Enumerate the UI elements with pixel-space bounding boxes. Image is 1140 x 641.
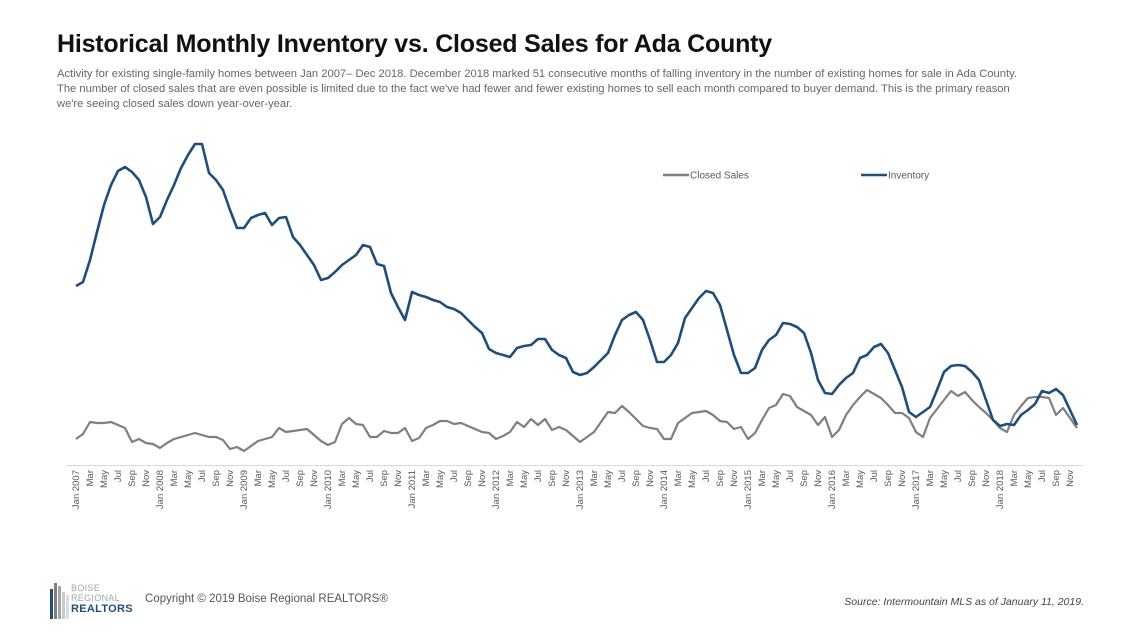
logo-text: REGIONAL: [71, 593, 120, 603]
x-tick-label: Mar: [85, 470, 96, 486]
x-tick-label: May: [351, 470, 362, 488]
x-tick-label: May: [687, 470, 698, 488]
x-tick-label: Mar: [673, 470, 684, 486]
x-tick-label: Jan 2009: [239, 470, 250, 509]
x-tick-label: May: [771, 470, 782, 488]
x-tick-label: Mar: [841, 470, 852, 486]
x-tick-label: Nov: [897, 470, 908, 487]
x-tick-label: May: [519, 470, 530, 488]
x-tick-label: Jul: [953, 470, 964, 482]
description-line: The number of closed sales that are even…: [57, 83, 1010, 95]
x-tick-label: Jan 2012: [491, 470, 502, 509]
x-tick-label: Sep: [1051, 470, 1062, 487]
x-tick-label: Sep: [547, 470, 558, 487]
legend-label-inventory: Inventory: [888, 171, 929, 182]
x-tick-label: May: [267, 470, 278, 488]
x-tick-label: Jul: [785, 470, 796, 482]
x-tick-label: Jan 2010: [323, 470, 334, 509]
x-tick-label: Jul: [869, 470, 880, 482]
x-tick-label: Jul: [1037, 470, 1048, 482]
description-line: we're seeing closed sales down year-over…: [57, 98, 293, 110]
x-tick-label: Nov: [645, 470, 656, 487]
x-tick-label: May: [603, 470, 614, 488]
x-tick-label: Sep: [715, 470, 726, 487]
x-tick-label: Mar: [169, 470, 180, 486]
x-tick-label: Sep: [295, 470, 306, 487]
x-tick-label: Sep: [463, 470, 474, 487]
legend-label-closed-sales: Closed Sales: [690, 171, 749, 182]
x-tick-label: Mar: [337, 470, 348, 486]
x-tick-label: Sep: [799, 470, 810, 487]
x-tick-label: May: [1023, 470, 1034, 488]
x-tick-label: Nov: [477, 470, 488, 487]
x-tick-label: Jan 2008: [155, 470, 166, 509]
x-tick-label: Mar: [421, 470, 432, 486]
x-tick-label: May: [435, 470, 446, 488]
x-tick-label: Jul: [365, 470, 376, 482]
x-tick-label: Jul: [449, 470, 460, 482]
x-tick-label: Nov: [729, 470, 740, 487]
x-tick-label: Mar: [589, 470, 600, 486]
series-lines: [75, 142, 1079, 453]
x-tick-label: Jan 2018: [995, 470, 1006, 509]
x-tick-label: Nov: [393, 470, 404, 487]
logo-text: REALTORS: [71, 603, 133, 615]
x-axis-ticks: Jan 2007 Mar May Jul Sep Nov Jan 2008 Mar May Jul…: [71, 470, 1076, 509]
x-tick-label: Mar: [253, 470, 264, 486]
x-tick-label: Jan 2013: [575, 470, 586, 509]
x-tick-label: Nov: [981, 470, 992, 487]
x-tick-label: Jan 2007: [71, 470, 82, 509]
series-line-closed-sales: [75, 388, 1078, 453]
x-tick-label: Nov: [309, 470, 320, 487]
x-tick-label: May: [855, 470, 866, 488]
line-chart: Jan 2007 Mar May Jul Sep Nov Jan 2008 Mar May Jul…: [66, 142, 1082, 509]
description-line: Activity for existing single-family home…: [57, 68, 1017, 80]
x-tick-label: Mar: [757, 470, 768, 486]
x-tick-label: Sep: [211, 470, 222, 487]
x-tick-label: Sep: [631, 470, 642, 487]
x-tick-label: Nov: [561, 470, 572, 487]
source-text: Source: Intermountain MLS as of January …: [844, 596, 1084, 608]
x-tick-label: Jul: [113, 470, 124, 482]
x-tick-label: Nov: [1065, 470, 1076, 487]
page-title: Historical Monthly Inventory vs. Closed …: [57, 30, 772, 58]
x-tick-label: Jan 2011: [407, 470, 418, 508]
x-tick-label: Jul: [533, 470, 544, 482]
legend: Closed Sales Inventory: [663, 171, 929, 182]
x-tick-label: Mar: [925, 470, 936, 486]
x-tick-label: Sep: [379, 470, 390, 487]
x-tick-label: Nov: [225, 470, 236, 487]
x-tick-label: Jul: [617, 470, 628, 482]
series-line-inventory: [75, 142, 1079, 428]
x-tick-label: Jul: [701, 470, 712, 482]
x-tick-label: Sep: [127, 470, 138, 487]
x-tick-label: Jul: [197, 470, 208, 482]
x-tick-label: Jul: [281, 470, 292, 482]
x-tick-label: May: [939, 470, 950, 488]
x-tick-label: Jan 2014: [659, 470, 670, 509]
chart-description: Activity for existing single-family home…: [57, 67, 1017, 112]
logo-text: BOISE: [71, 583, 101, 593]
x-tick-label: Sep: [883, 470, 894, 487]
x-tick-label: Nov: [813, 470, 824, 487]
copyright-text: Copyright © 2019 Boise Regional REALTORS…: [145, 593, 388, 605]
x-tick-label: Jan 2015: [743, 470, 754, 509]
x-tick-label: Jan 2017: [911, 470, 922, 509]
x-tick-label: May: [99, 470, 110, 488]
x-tick-label: Mar: [1009, 470, 1020, 486]
x-tick-label: Jan 2016: [827, 470, 838, 509]
x-tick-label: Mar: [505, 470, 516, 486]
boise-regional-realtors-logo: BOISE REGIONAL REALTORS: [50, 581, 135, 619]
x-tick-label: May: [183, 470, 194, 488]
x-tick-label: Sep: [967, 470, 978, 487]
x-tick-label: Nov: [141, 470, 152, 487]
